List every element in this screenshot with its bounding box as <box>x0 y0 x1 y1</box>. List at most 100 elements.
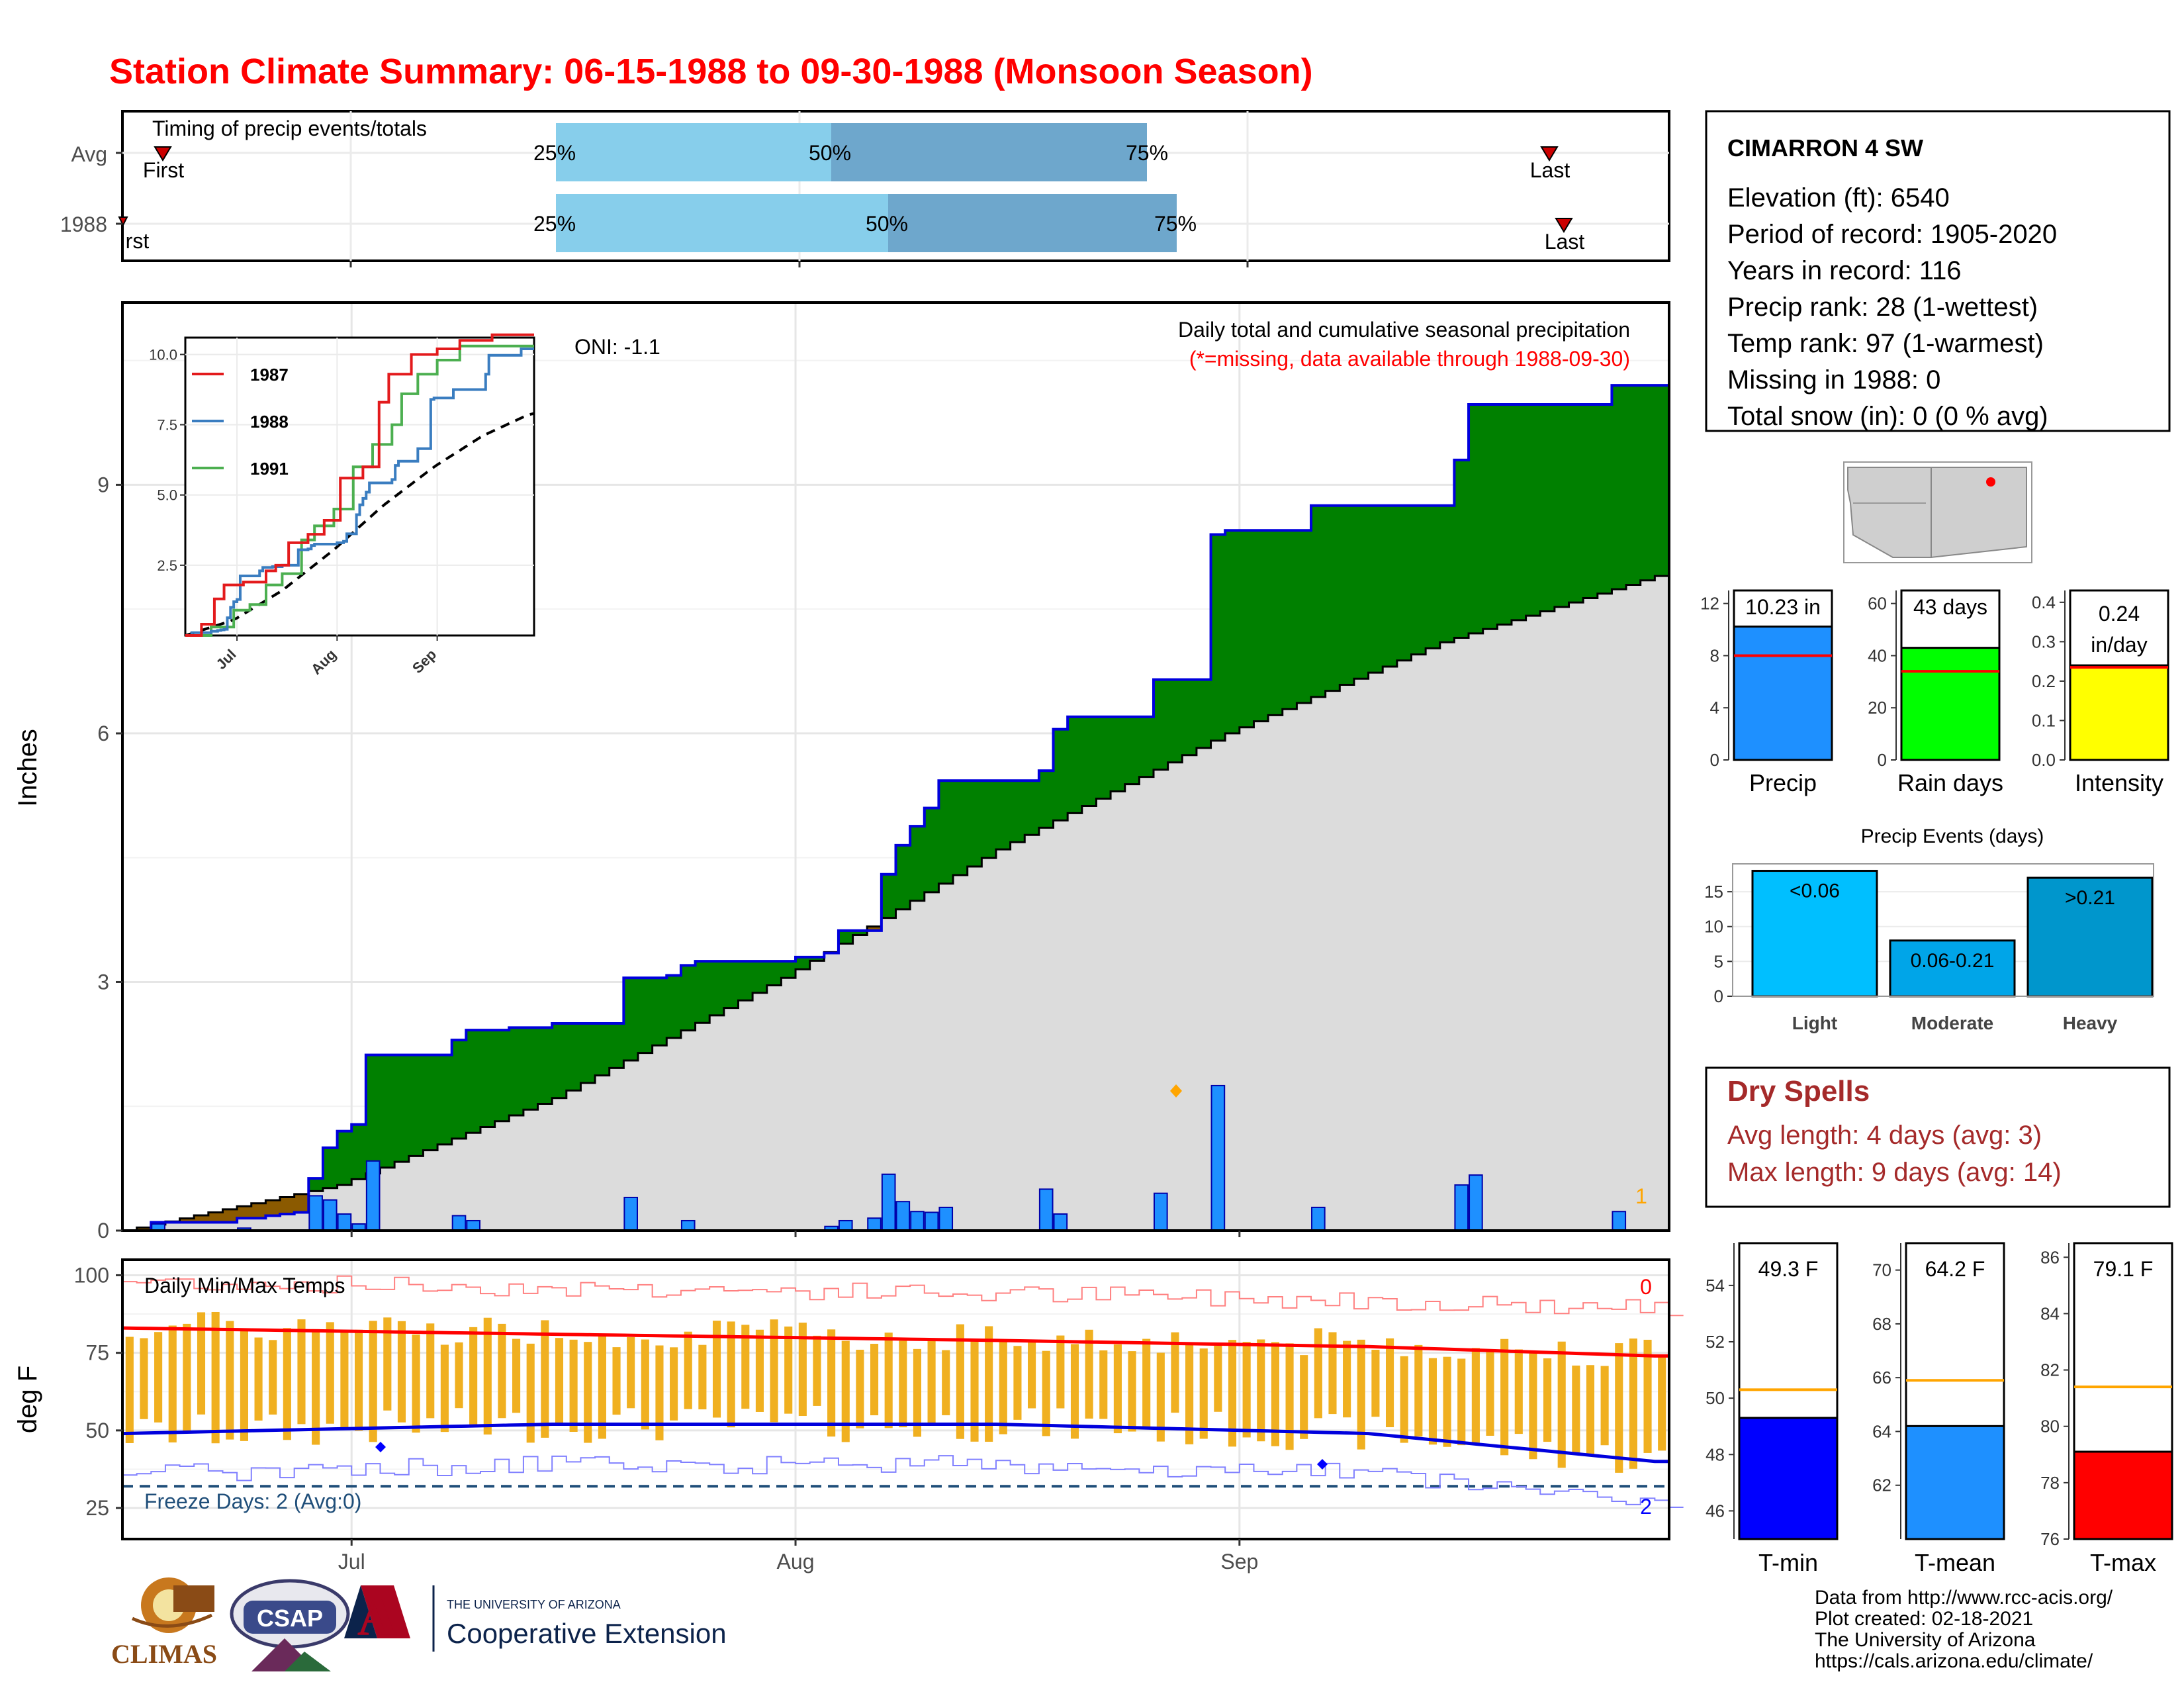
daily-precip-bar <box>1612 1211 1627 1232</box>
temp-summary-y-tick-label: 84 <box>2040 1303 2060 1323</box>
precip-events-category-label: Moderate <box>1911 1013 1993 1033</box>
daily-temp-range-bar <box>1228 1340 1237 1447</box>
temp-panel-title: Daily Min/Max Temps <box>144 1274 345 1297</box>
climas-logo-text: CLIMAS <box>111 1639 217 1669</box>
precip-events-title: Precip Events (days) <box>1861 825 2044 847</box>
mini-y-tick-label: 4 <box>1710 698 1719 718</box>
daily-temp-range-bar <box>727 1321 735 1428</box>
temp-summary-category-label: T-max <box>2090 1549 2156 1576</box>
mini-y-tick-label: 0 <box>1710 750 1719 770</box>
daily-temp-range-bar <box>526 1343 535 1443</box>
avg-q2-q3-bar <box>831 123 1147 181</box>
daily-temp-range-bar <box>684 1331 692 1409</box>
precip-events-bar-label: >0.21 <box>2065 887 2115 909</box>
daily-temp-range-bar <box>1457 1358 1466 1446</box>
yr-q2-q3-bar <box>888 194 1177 252</box>
daily-temp-range-bar <box>641 1339 649 1430</box>
daily-temp-range-bar <box>956 1324 964 1439</box>
daily-temp-range-bar <box>598 1335 606 1439</box>
avg-first-label: First <box>143 158 184 182</box>
temp-summary-y-tick-label: 62 <box>1872 1476 1891 1495</box>
daily-temp-range-bar <box>655 1345 664 1440</box>
precip-events-bar-label: <0.06 <box>1790 880 1840 902</box>
csap-logo-text: CSAP <box>257 1605 323 1632</box>
daily-temp-range-bar <box>1658 1356 1666 1451</box>
daily-temp-range-bar <box>1242 1342 1251 1438</box>
inset-y-tick-label: 7.5 <box>157 417 177 434</box>
mini-y-tick-label: 40 <box>1868 645 1887 665</box>
timing-panel: Timing of precip events/totals Avg 25% 5… <box>60 110 1670 267</box>
daily-temp-range-bar <box>541 1320 549 1438</box>
daily-precip-bar <box>838 1219 853 1231</box>
temp-bottom-count: 2 <box>1640 1495 1652 1519</box>
inset-legend-1988: 1988 <box>250 412 289 432</box>
avg-first-marker <box>154 146 172 162</box>
station-line-7: Total snow (in): 0 (0 % avg) <box>1727 402 2048 431</box>
daily-temp-range-bar <box>1199 1348 1208 1439</box>
daily-temp-range-bar <box>985 1326 993 1442</box>
mini-y-tick-label: 0.2 <box>2032 671 2056 691</box>
daily-precip-bar <box>365 1160 381 1231</box>
temp-summary-y-tick-label: 48 <box>1706 1444 1725 1464</box>
station-line-4: Precip rank: 28 (1-wettest) <box>1727 293 2038 322</box>
daily-temp-range-bar <box>1099 1350 1108 1419</box>
ua-logo-bottom: Cooperative Extension <box>447 1618 727 1649</box>
temp-summary-category-label: T-mean <box>1915 1549 1995 1576</box>
station-name: CIMARRON 4 SW <box>1727 134 1923 162</box>
daily-temp-range-bar <box>312 1329 320 1445</box>
avg-last-marker <box>1540 146 1559 162</box>
mini-bar-value-label: 43 days <box>1913 595 1987 619</box>
daily-temp-range-bar <box>1629 1338 1637 1469</box>
daily-temp-range-bar <box>326 1322 334 1424</box>
temp-summary-bar <box>1738 1417 1839 1540</box>
daily-temp-range-bar <box>1414 1344 1423 1437</box>
max-precip-marker <box>1170 1084 1182 1098</box>
temp-summary-y-tick-label: 54 <box>1706 1276 1725 1295</box>
daily-temp-range-bar <box>1643 1339 1652 1453</box>
temp-summary-y-tick-label: 70 <box>1872 1260 1891 1280</box>
precip-y-axis-label: Inches <box>13 729 42 807</box>
normal-cumulative-line <box>122 575 1669 1232</box>
daily-temp-range-bar <box>211 1311 220 1444</box>
daily-temp-range-bar <box>942 1350 950 1415</box>
inset-1991-line <box>185 344 534 637</box>
temp-summary-y-tick-label: 82 <box>2040 1360 2060 1380</box>
inset-normal-line <box>185 412 535 637</box>
daily-precip-bar <box>1469 1174 1483 1232</box>
temp-summary-y-tick-label: 68 <box>1872 1314 1891 1334</box>
daily-temp-range-bar <box>269 1340 277 1415</box>
daily-precip-bar <box>895 1201 911 1231</box>
daily-temp-range-bar <box>627 1336 635 1409</box>
mini-bar-value <box>1900 647 2001 761</box>
precip-events-y-tick-label: 15 <box>1704 882 1723 902</box>
mini-y-tick-label: 60 <box>1868 594 1887 614</box>
mini-y-tick-label: 20 <box>1868 698 1887 718</box>
page-title: Station Climate Summary: 06-15-1988 to 0… <box>109 52 1313 91</box>
daily-precip-bar <box>924 1211 939 1231</box>
daily-temp-range-bar <box>1385 1338 1394 1428</box>
avg-min-line <box>122 1423 1669 1464</box>
temp-y-axis-label: deg F <box>13 1366 42 1433</box>
temp-summary-y-tick-label: 52 <box>1706 1332 1725 1352</box>
daily-temp-range-bar <box>1285 1343 1294 1450</box>
daily-temp-range-bar <box>927 1339 936 1424</box>
daily-temp-range-bar <box>440 1344 449 1432</box>
daily-temp-range-bar <box>1557 1341 1566 1468</box>
daily-temp-range-bar <box>140 1338 148 1419</box>
min-temp-marker-2 <box>1317 1459 1328 1470</box>
daily-temp-range-bar <box>512 1338 521 1413</box>
daily-temp-range-bar <box>397 1321 406 1423</box>
daily-temp-range-bar <box>1156 1352 1165 1442</box>
footer-credits: Data from http://www.rcc-acis.org/ Plot … <box>1815 1587 2113 1672</box>
precip-panel-subtitle: (*=missing, data available through 1988-… <box>1189 347 1630 371</box>
yr-first-marker <box>118 216 128 227</box>
temp-summary-y-tick-label: 64 <box>1872 1421 1891 1441</box>
precip-corner-count: 1 <box>1635 1184 1647 1208</box>
temp-summary-value-label: 49.3 F <box>1758 1257 1819 1281</box>
mini-bar-value-unit: in/day <box>2091 633 2147 657</box>
mini-bar-value-label: 10.23 in <box>1745 595 1821 619</box>
precip-events-bar <box>1751 870 1878 998</box>
daily-precip-bar <box>867 1217 882 1232</box>
precip-events-frame <box>1732 863 2154 997</box>
